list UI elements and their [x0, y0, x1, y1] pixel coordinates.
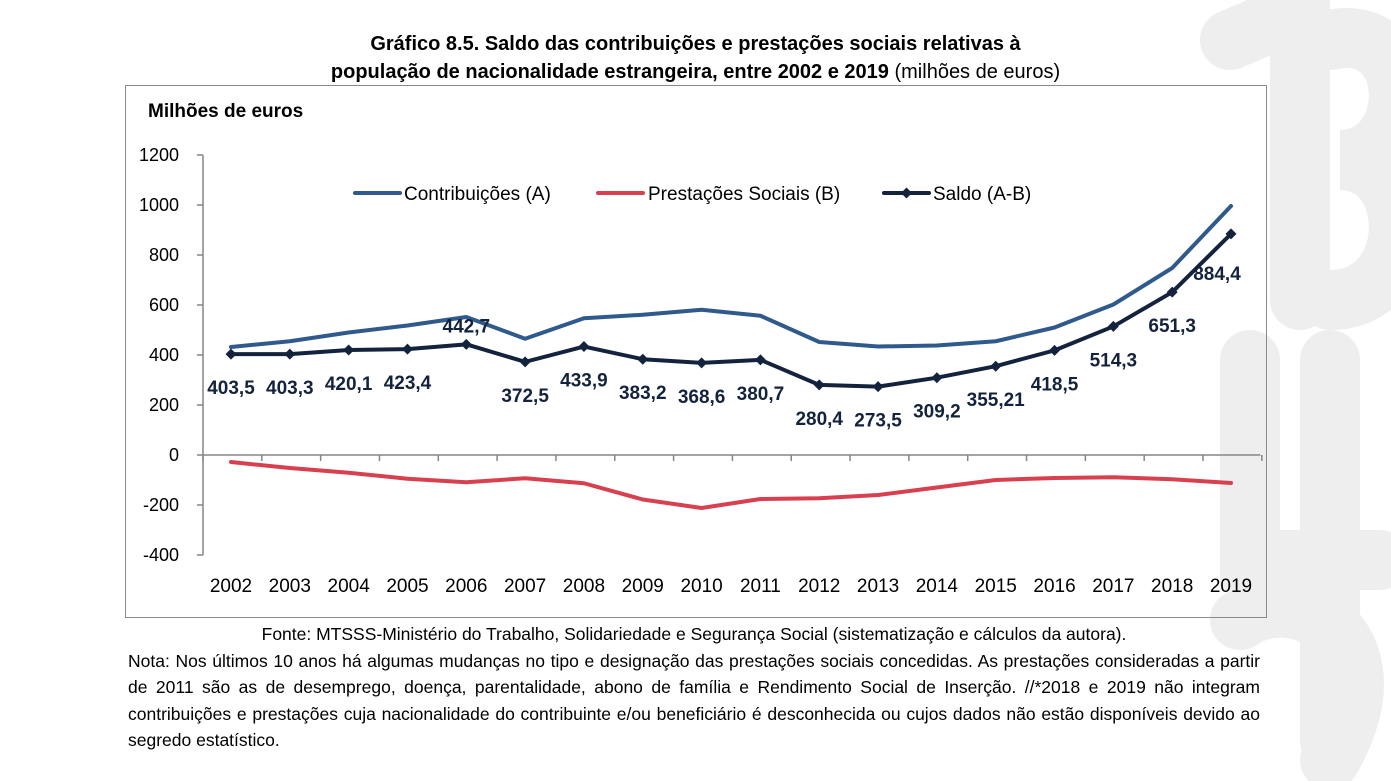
data-point-marker [696, 357, 708, 369]
series-line-1 [229, 204, 1233, 349]
x-tick-label: 2015 [975, 576, 1017, 597]
data-label: 273,5 [854, 411, 902, 432]
x-tick-label: 2018 [1151, 576, 1193, 597]
x-tick-label: 2002 [210, 576, 252, 597]
data-label: 403,3 [266, 378, 314, 399]
data-point-marker [343, 344, 355, 356]
data-point-marker [460, 338, 472, 350]
data-point-marker [754, 354, 766, 366]
y-tick-label: 1000 [139, 195, 179, 215]
data-label: 514,3 [1090, 350, 1138, 371]
x-tick-label: 2007 [504, 576, 546, 597]
y-tick-label: 600 [149, 295, 179, 315]
data-point-marker [872, 381, 884, 393]
y-tick-label: -400 [143, 545, 179, 565]
data-label: 433,9 [560, 371, 608, 392]
x-tick-label: 2013 [857, 576, 899, 597]
data-label: 309,2 [913, 402, 961, 423]
y-tick-label: -200 [143, 495, 179, 515]
data-point-marker [519, 356, 531, 368]
title-line-2: população de nacionalidade estrangeira, … [0, 58, 1391, 86]
y-tick-label: 800 [149, 245, 179, 265]
legend-label-1: Contribuições (A) [404, 184, 551, 205]
y-tick-label: 0 [169, 445, 179, 465]
legend-label-2: Prestações Sociais (B) [648, 184, 840, 205]
data-point-marker [990, 360, 1002, 372]
data-label: 403,5 [207, 378, 255, 399]
legend-marker [901, 187, 912, 199]
source-text: Fonte: MTSSS-Ministério do Trabalho, Sol… [261, 624, 1127, 644]
x-tick-label: 2014 [916, 576, 959, 597]
x-tick-label: 2011 [740, 576, 781, 597]
data-label: 355,21 [967, 390, 1026, 411]
data-point-marker [813, 379, 825, 391]
x-tick-label: 2009 [622, 576, 664, 597]
data-point-marker [284, 348, 296, 360]
x-tick-label: 2003 [269, 576, 311, 597]
data-point-marker [578, 341, 590, 353]
title-line-1: Gráfico 8.5. Saldo das contribuições e p… [370, 33, 1021, 55]
chart-frame [125, 85, 1267, 618]
note-text: Nota: Nos últimos 10 anos há algumas mud… [128, 650, 1260, 751]
data-point-marker [931, 372, 943, 384]
data-point-marker [637, 353, 649, 365]
x-tick-label: 2010 [680, 576, 722, 597]
y-tick-label: 200 [149, 395, 179, 415]
title-unit: (milhões de euros) [894, 61, 1061, 83]
data-point-marker [1049, 344, 1061, 356]
data-point-marker [1166, 286, 1178, 298]
x-tick-label: 2019 [1210, 576, 1252, 597]
x-tick-label: 2017 [1092, 576, 1134, 597]
data-label: 442,7 [443, 316, 491, 337]
notes-block: Fonte: MTSSS-Ministério do Trabalho, Sol… [128, 621, 1260, 754]
data-label: 420,1 [325, 374, 373, 395]
y-axis-title: Milhões de euros [148, 101, 303, 122]
data-label: 418,5 [1031, 374, 1079, 395]
data-label: 372,5 [501, 386, 549, 407]
x-tick-label: 2016 [1033, 576, 1075, 597]
series-line-3 [229, 231, 1233, 389]
chart-title: Gráfico 8.5. Saldo das contribuições e p… [0, 30, 1391, 86]
data-label: 423,4 [384, 373, 432, 394]
y-tick-label: 400 [149, 345, 179, 365]
data-point-marker [225, 348, 237, 360]
data-label: 280,4 [795, 409, 843, 430]
x-tick-label: 2012 [798, 576, 840, 597]
title-line-2-main: população de nacionalidade estrangeira, … [330, 61, 889, 83]
x-tick-label: 2008 [563, 576, 605, 597]
data-label: 368,6 [678, 387, 726, 408]
legend-label-3: Saldo (A-B) [933, 184, 1031, 205]
data-point-marker [1225, 228, 1237, 240]
data-point-marker [401, 343, 413, 355]
data-label: 884,4 [1193, 264, 1241, 285]
x-tick-label: 2006 [445, 576, 487, 597]
x-tick-label: 2005 [386, 576, 428, 597]
data-point-marker [1107, 320, 1119, 332]
data-label: 651,3 [1148, 316, 1196, 337]
y-tick-label: 1200 [139, 145, 179, 165]
data-label: 383,2 [619, 383, 667, 404]
data-label: 380,7 [737, 384, 785, 405]
series-line-2 [229, 460, 1233, 510]
x-tick-label: 2004 [328, 576, 371, 597]
